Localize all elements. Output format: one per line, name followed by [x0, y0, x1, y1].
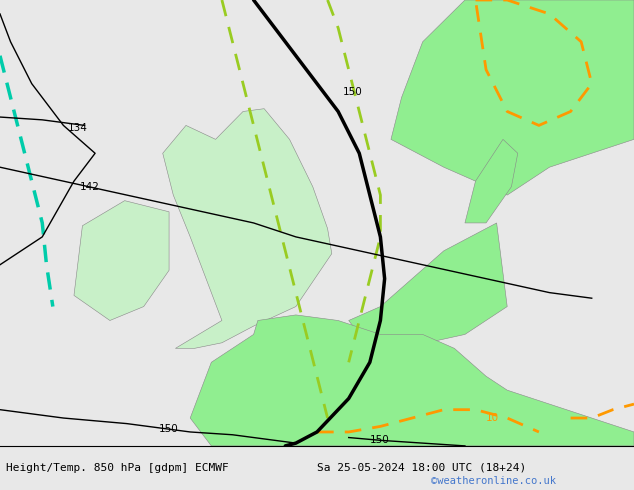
- Text: 150: 150: [370, 435, 389, 445]
- Text: 150: 150: [158, 424, 178, 434]
- Polygon shape: [163, 109, 332, 348]
- Polygon shape: [74, 201, 169, 320]
- Text: Sa 25-05-2024 18:00 UTC (18+24): Sa 25-05-2024 18:00 UTC (18+24): [317, 463, 526, 473]
- Text: 150: 150: [342, 87, 362, 97]
- Polygon shape: [190, 315, 634, 446]
- Text: 142: 142: [81, 182, 100, 192]
- Text: Height/Temp. 850 hPa [gdpm] ECMWF: Height/Temp. 850 hPa [gdpm] ECMWF: [6, 463, 229, 473]
- Text: ©weatheronline.co.uk: ©weatheronline.co.uk: [431, 476, 556, 486]
- Polygon shape: [391, 0, 634, 195]
- Polygon shape: [465, 139, 518, 223]
- Text: 10: 10: [486, 413, 499, 423]
- Polygon shape: [349, 223, 507, 348]
- Text: 134: 134: [68, 123, 87, 133]
